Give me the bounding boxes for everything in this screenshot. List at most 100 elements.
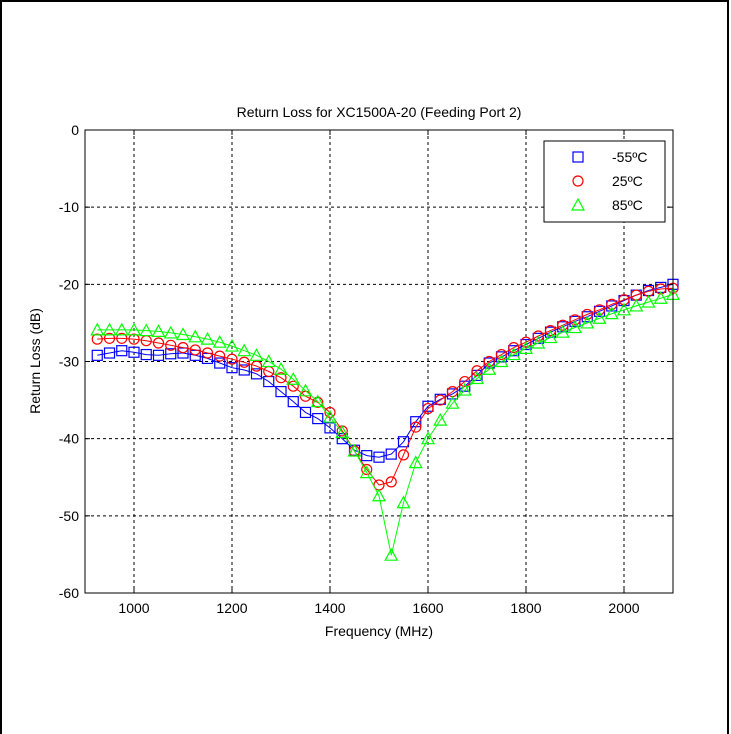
data-point	[543, 330, 558, 344]
data-point	[214, 350, 226, 362]
legend-item: -55ºC	[572, 149, 647, 165]
data-point	[152, 337, 165, 349]
data-point	[641, 294, 656, 308]
series-square	[91, 278, 679, 463]
data-point	[469, 371, 485, 385]
x-tick-label: 1600	[412, 600, 443, 616]
data-point	[459, 375, 471, 388]
series-circle	[91, 282, 679, 491]
data-point	[116, 345, 128, 357]
y-tick-label: -60	[59, 585, 79, 601]
data-point	[177, 342, 189, 354]
data-point	[128, 333, 140, 345]
data-point	[310, 394, 325, 408]
data-point	[116, 332, 128, 344]
data-point	[188, 329, 203, 343]
legend-marker-triangle	[570, 197, 586, 211]
data-point	[312, 413, 324, 425]
y-tick-label: -50	[59, 508, 79, 524]
data-point	[397, 449, 410, 461]
data-point	[224, 338, 240, 352]
data-point	[520, 336, 532, 348]
data-point	[359, 465, 374, 479]
data-point	[384, 547, 399, 561]
x-tick-label: 1000	[118, 600, 149, 616]
data-point	[616, 302, 632, 316]
data-point	[592, 311, 607, 324]
y-tick-label: -30	[59, 354, 79, 370]
data-point	[397, 436, 410, 448]
data-point	[298, 383, 313, 397]
legend-box	[543, 140, 666, 223]
data-point	[653, 290, 668, 304]
legend-item: 85ºC	[570, 197, 643, 213]
data-point	[471, 365, 483, 377]
data-point	[580, 315, 595, 329]
data-point	[506, 347, 521, 361]
data-point	[433, 412, 448, 426]
data-point	[214, 357, 226, 369]
data-point	[189, 344, 201, 356]
grid-lines	[85, 130, 673, 593]
data-point	[420, 431, 436, 445]
data-point	[201, 347, 214, 359]
data-point	[275, 372, 287, 384]
data-point	[434, 394, 446, 406]
data-point	[250, 360, 263, 372]
data-point	[347, 443, 362, 457]
data-point	[385, 448, 397, 460]
y-tick-label: 0	[71, 122, 79, 138]
data-point	[165, 348, 177, 360]
data-point	[373, 451, 385, 463]
data-point	[518, 341, 534, 354]
data-point	[163, 325, 178, 339]
data-point	[238, 364, 250, 376]
data-point	[312, 396, 324, 408]
data-point	[494, 354, 509, 368]
data-point	[606, 298, 618, 310]
data-point	[152, 349, 165, 361]
data-point	[567, 320, 583, 334]
data-point	[408, 455, 423, 469]
data-point	[371, 488, 387, 502]
data-point	[91, 349, 103, 361]
data-point	[604, 306, 619, 320]
legend-marker-square	[572, 151, 584, 163]
legend-marker-circle	[572, 175, 584, 187]
data-point	[361, 450, 373, 462]
data-point	[249, 348, 264, 361]
data-point	[557, 319, 569, 331]
data-point	[114, 322, 129, 336]
x-tick-label: 1400	[314, 600, 345, 616]
plot-series	[90, 278, 681, 561]
data-point	[90, 322, 105, 336]
data-point	[250, 368, 263, 380]
x-tick-label: 2000	[608, 600, 639, 616]
data-point	[629, 298, 644, 312]
data-point	[287, 380, 299, 392]
x-tick-label: 1200	[216, 600, 247, 616]
data-point	[396, 495, 411, 509]
data-point	[237, 343, 252, 357]
data-point	[532, 330, 544, 342]
series-line	[97, 287, 674, 486]
x-tick-label: 1800	[510, 600, 541, 616]
chart-title: Return Loss for XC1500A-20 (Feeding Port…	[237, 104, 522, 120]
data-point	[286, 371, 301, 385]
data-point	[385, 476, 397, 488]
legend-item: 25ºC	[572, 173, 643, 189]
data-point	[335, 425, 350, 439]
data-point	[410, 421, 422, 433]
data-point	[593, 304, 606, 316]
data-point	[482, 361, 497, 375]
data-point	[508, 342, 520, 354]
data-point	[212, 334, 227, 348]
axis-ticks: 1000 1200 1400 1600 1800 2000 0 -10 -20 -30 -40 -50…	[59, 122, 673, 616]
legend-label: -55ºC	[612, 149, 647, 165]
data-point	[569, 314, 581, 326]
legend: -55ºC 25ºC 85ºC	[543, 140, 666, 223]
data-point	[140, 348, 152, 361]
data-point	[457, 382, 472, 396]
